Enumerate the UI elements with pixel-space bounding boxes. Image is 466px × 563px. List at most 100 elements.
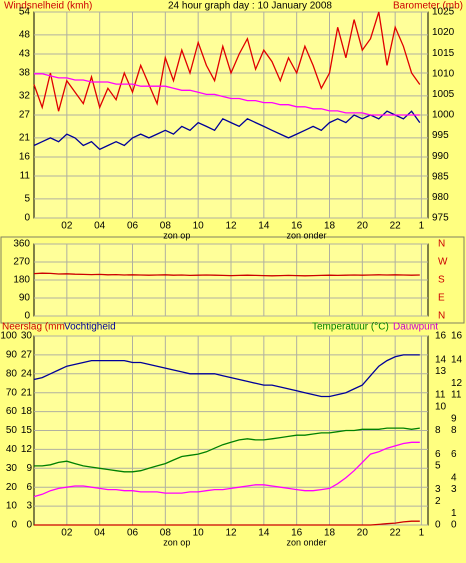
y-tick-label: 48 (19, 30, 31, 41)
y-tick-label: W (438, 257, 448, 268)
y-tick-label: 2 (435, 496, 441, 507)
y-tick-label: E (438, 293, 445, 304)
sun-annotation: zon onder (287, 230, 327, 240)
y-tick-label: 90 (6, 350, 18, 361)
y-tick-label: 990 (432, 151, 449, 162)
y-tick-label: 1010 (432, 68, 455, 79)
y-tick-label: 8 (451, 425, 457, 436)
y-tick-label: 20 (6, 482, 18, 493)
y-tick-label: 5 (435, 461, 441, 472)
y-tick-label: 21 (19, 133, 31, 144)
y-tick-label: 0 (24, 213, 30, 224)
x-tick-label: 12 (225, 221, 237, 232)
temperature-axis-label: Temperatuur (°C) (312, 322, 389, 333)
y-tick-label: 30 (6, 463, 18, 474)
x-tick-label: 22 (390, 528, 402, 539)
y-tick-label: 70 (6, 387, 18, 398)
y-tick-label: 11 (435, 390, 446, 401)
y-tick-label: 11 (20, 171, 31, 182)
y-tick-label: 360 (13, 239, 30, 250)
y-tick-label: 80 (6, 368, 18, 379)
y-tick-label: 16 (19, 152, 31, 163)
y-tick-label: 3 (26, 501, 32, 512)
x-tick-label: 12 (225, 528, 237, 539)
x-tick-label: 06 (127, 221, 139, 232)
y-tick-label: 54 (19, 7, 31, 18)
x-tick-label: 04 (94, 221, 106, 232)
series-line (33, 110, 421, 151)
y-tick-label: 4 (451, 472, 457, 483)
y-tick-label: 50 (6, 425, 18, 436)
y-tick-label: 0 (451, 520, 457, 531)
y-tick-label: 38 (19, 68, 31, 79)
y-tick-label: 16 (451, 331, 463, 342)
x-tick-label: 08 (160, 221, 172, 232)
y-tick-label: 1005 (432, 89, 455, 100)
y-tick-label: 27 (19, 110, 31, 121)
sun-annotation: zon op (163, 230, 190, 240)
x-tick-label: 22 (390, 221, 402, 232)
series-line (34, 520, 420, 526)
x-tick-label: 06 (127, 528, 139, 539)
y-tick-label: 0 (435, 520, 441, 531)
series-line (34, 73, 420, 116)
y-tick-label: 14 (451, 354, 463, 365)
y-tick-label: 90 (19, 293, 31, 304)
y-tick-label: 32 (19, 91, 31, 102)
humidity-axis-label: Vochtigheid (64, 322, 116, 333)
dewpoint-axis-label: Dauwpunt (393, 322, 438, 333)
y-tick-label: 14 (435, 354, 447, 365)
y-tick-label: 3 (435, 484, 441, 495)
y-tick-label: 30 (21, 331, 33, 342)
y-tick-label: 1 (451, 508, 457, 519)
x-tick-label: 20 (357, 221, 369, 232)
x-tick-label: 18 (324, 221, 336, 232)
y-tick-label: 10 (6, 501, 18, 512)
series-line (33, 441, 420, 498)
y-tick-label: 6 (451, 449, 457, 460)
y-tick-label: 40 (6, 444, 18, 455)
y-tick-label: 270 (13, 257, 30, 268)
chart-title: 24 hour graph day : 10 January 2008 (168, 1, 332, 12)
y2-axis-label: Barometer (mb) (393, 1, 463, 12)
x-tick-label: 20 (357, 528, 369, 539)
y-tick-label: 43 (19, 49, 31, 60)
series-line (33, 354, 420, 398)
y-tick-label: 3 (451, 484, 457, 495)
y-tick-label: 1025 (432, 7, 455, 18)
series-line (33, 11, 421, 112)
x-tick-label: 16 (291, 528, 303, 539)
y-tick-label: 15 (21, 425, 33, 436)
y-tick-label: 10 (435, 402, 447, 413)
y-tick-label: 21 (21, 387, 33, 398)
x-tick-label: 04 (94, 528, 106, 539)
series-line (34, 427, 420, 473)
x-tick-label: 1 (419, 528, 425, 539)
y-axis-label: Windsnelheid (kmh) (4, 1, 92, 12)
x-tick-label: 08 (160, 528, 172, 539)
sun-annotation: zon op (163, 537, 190, 547)
y-tick-label: 975 (432, 213, 449, 224)
y-tick-label: S (438, 275, 445, 286)
y-tick-label: 6 (435, 449, 441, 460)
y-tick-label: 1000 (432, 110, 455, 121)
x-tick-label: 18 (324, 528, 336, 539)
y-tick-label: 24 (21, 368, 33, 379)
x-tick-label: 14 (258, 528, 270, 539)
y-tick-label: 6 (26, 482, 32, 493)
x-tick-label: 02 (61, 221, 73, 232)
y-tick-label: 985 (432, 171, 449, 182)
series-line (33, 272, 420, 277)
y-tick-label: 12 (451, 378, 463, 389)
y-tick-label: 0 (26, 520, 32, 531)
y-tick-label: 9 (26, 463, 32, 474)
y-tick-label: 1020 (432, 27, 455, 38)
x-tick-label: 02 (61, 528, 73, 539)
panel-frame (0, 236, 465, 324)
y-tick-label: 0 (24, 311, 30, 322)
y-tick-label: N (438, 311, 445, 322)
y-tick-label: 980 (432, 192, 449, 203)
x-tick-label: 16 (291, 221, 303, 232)
y-tick-label: 180 (13, 275, 30, 286)
